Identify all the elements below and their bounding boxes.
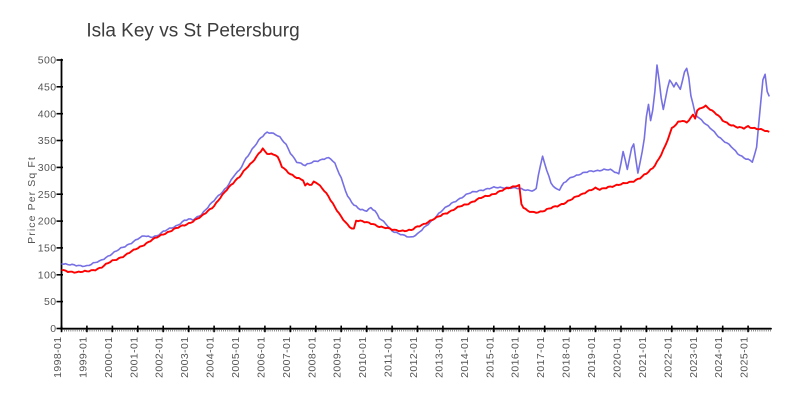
svg-text:2005-01: 2005-01 — [230, 337, 242, 378]
svg-text:250: 250 — [38, 189, 57, 201]
svg-text:50: 50 — [44, 296, 56, 308]
svg-text:2008-01: 2008-01 — [306, 337, 318, 378]
svg-text:1998-01: 1998-01 — [52, 337, 64, 378]
svg-text:2021-01: 2021-01 — [637, 337, 649, 378]
svg-text:150: 150 — [38, 243, 57, 255]
svg-text:2010-01: 2010-01 — [357, 337, 369, 378]
svg-text:2014-01: 2014-01 — [459, 337, 471, 378]
svg-text:2017-01: 2017-01 — [535, 337, 547, 378]
svg-text:2001-01: 2001-01 — [128, 337, 140, 378]
svg-text:2016-01: 2016-01 — [510, 337, 522, 378]
svg-text:2000-01: 2000-01 — [103, 337, 115, 378]
svg-text:2018-01: 2018-01 — [561, 337, 573, 378]
svg-text:2013-01: 2013-01 — [433, 337, 445, 378]
svg-text:400: 400 — [38, 108, 57, 120]
svg-text:2015-01: 2015-01 — [484, 337, 496, 378]
svg-text:2009-01: 2009-01 — [332, 337, 344, 378]
svg-text:2004-01: 2004-01 — [205, 337, 217, 378]
svg-text:Isla Key vs St Petersburg: Isla Key vs St Petersburg — [86, 21, 299, 42]
svg-text:2025-01: 2025-01 — [739, 337, 751, 378]
svg-text:500: 500 — [38, 55, 57, 67]
svg-text:2024-01: 2024-01 — [713, 337, 725, 378]
svg-text:2011-01: 2011-01 — [383, 337, 395, 378]
svg-text:2019-01: 2019-01 — [586, 337, 598, 378]
svg-text:2006-01: 2006-01 — [255, 337, 267, 378]
svg-text:350: 350 — [38, 135, 57, 147]
svg-text:2003-01: 2003-01 — [179, 337, 191, 378]
svg-text:2002-01: 2002-01 — [154, 337, 166, 378]
svg-text:Price Per Sq Ft: Price Per Sq Ft — [26, 156, 38, 244]
svg-text:2012-01: 2012-01 — [408, 337, 420, 378]
svg-text:100: 100 — [38, 269, 57, 281]
svg-text:450: 450 — [38, 81, 57, 93]
svg-text:2020-01: 2020-01 — [612, 337, 624, 378]
svg-text:2023-01: 2023-01 — [688, 337, 700, 378]
svg-text:1999-01: 1999-01 — [77, 337, 89, 378]
svg-text:200: 200 — [38, 216, 57, 228]
svg-text:2022-01: 2022-01 — [662, 337, 674, 378]
svg-text:0: 0 — [50, 323, 56, 335]
svg-text:2007-01: 2007-01 — [281, 337, 293, 378]
svg-text:300: 300 — [38, 162, 57, 174]
